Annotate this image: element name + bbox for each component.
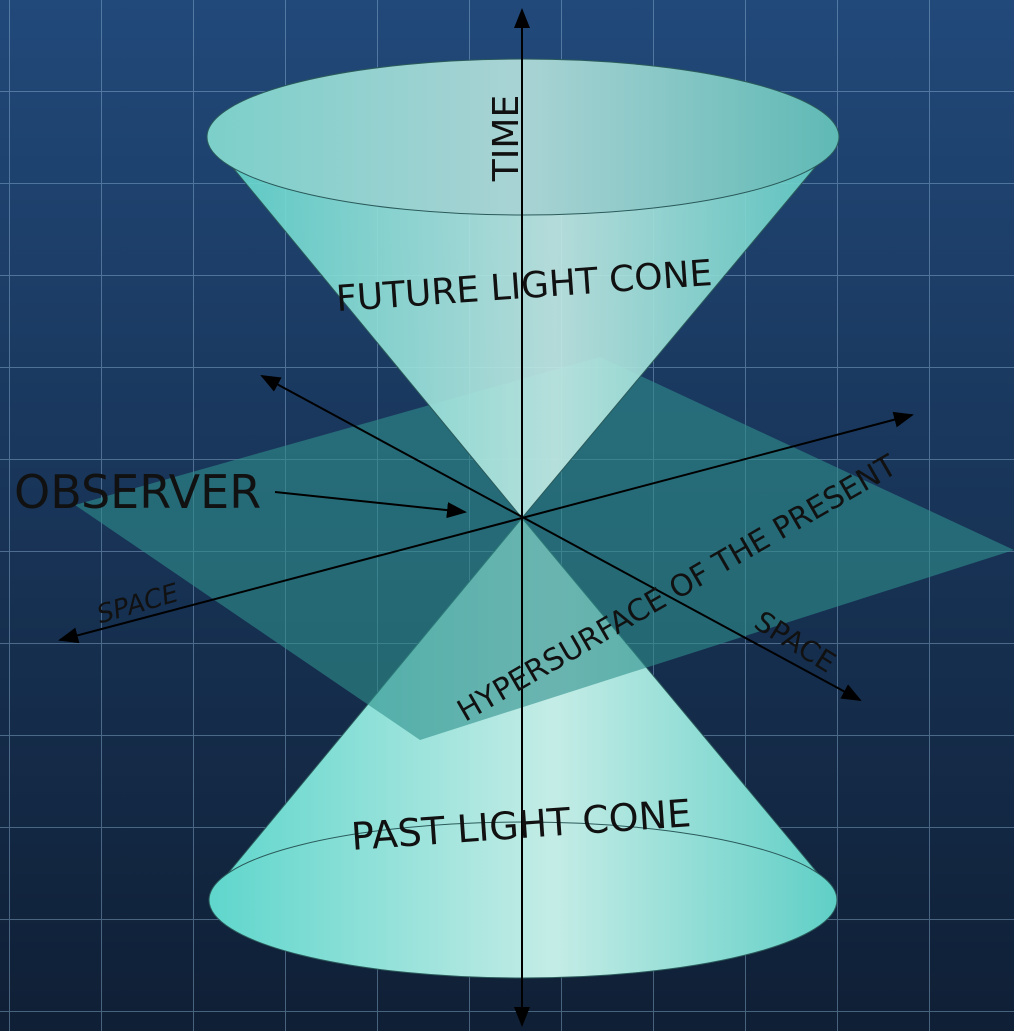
diagram: TIME FUTURE LIGHT CONE OBSERVER SPACE HY… (0, 0, 1014, 1031)
observer-label: OBSERVER (14, 465, 261, 519)
time-label: TIME (486, 95, 527, 182)
